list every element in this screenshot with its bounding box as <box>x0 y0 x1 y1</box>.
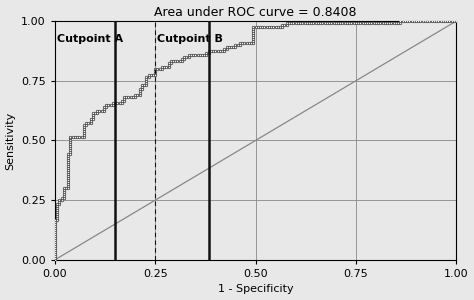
X-axis label: 1 - Specificity: 1 - Specificity <box>218 284 293 294</box>
Text: Cutpoint A: Cutpoint A <box>57 34 123 44</box>
Y-axis label: Sensitivity: Sensitivity <box>6 111 16 170</box>
Title: Area under ROC curve = 0.8408: Area under ROC curve = 0.8408 <box>154 6 357 19</box>
Text: Cutpoint B: Cutpoint B <box>157 34 223 44</box>
